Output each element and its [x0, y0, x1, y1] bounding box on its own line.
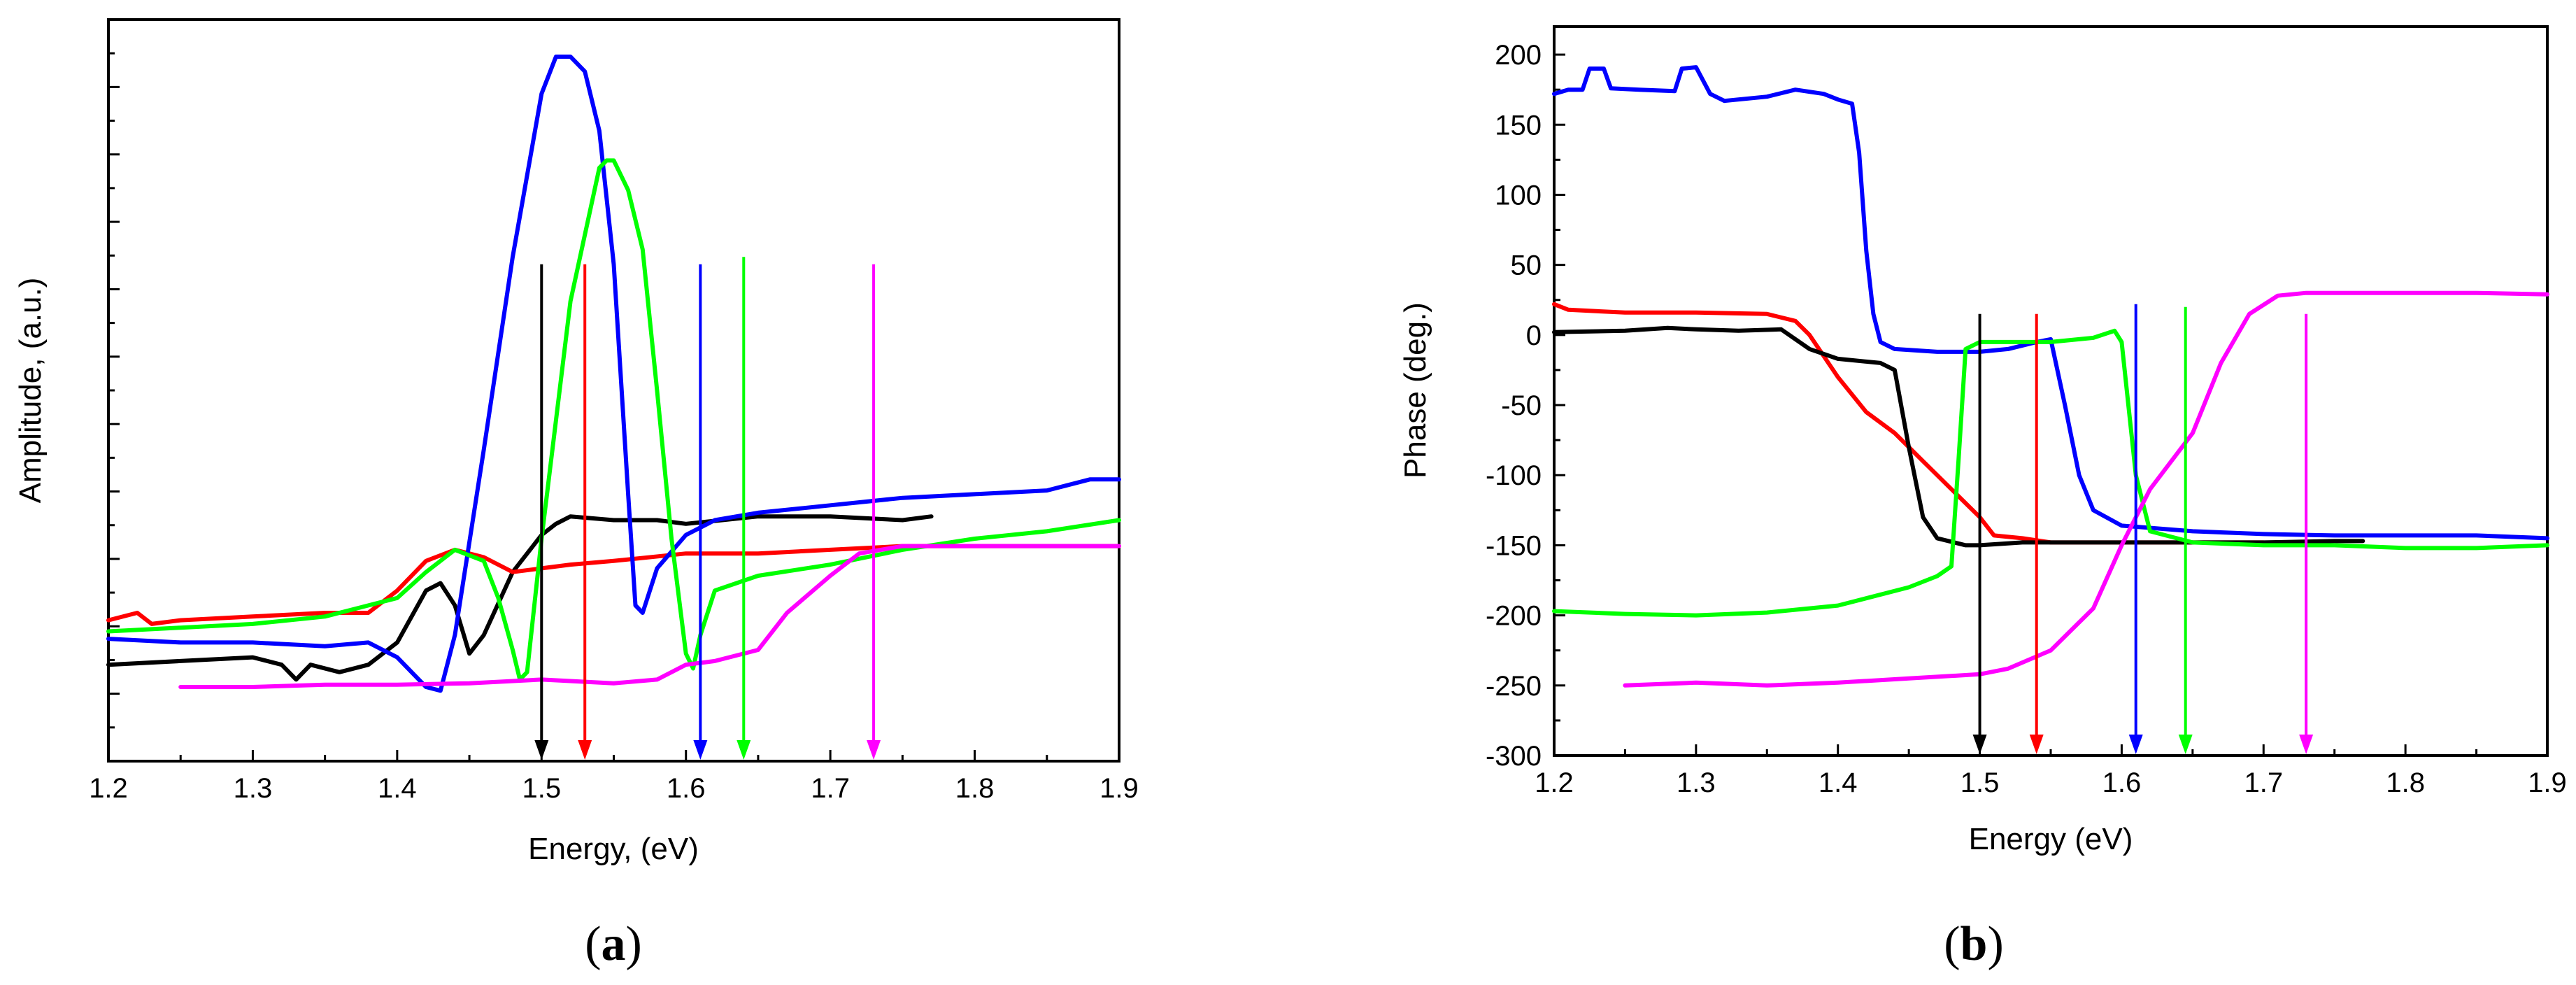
x-tick-label: 1.3	[1677, 767, 1716, 798]
y-tick-label: -300	[1486, 741, 1542, 772]
y-tick-label: -200	[1486, 601, 1542, 632]
series-line-red	[106, 544, 1121, 626]
x-tick-label: 1.6	[2102, 767, 2142, 798]
panel-a-label: (a)	[585, 917, 642, 971]
panel-a-markers	[534, 257, 881, 760]
x-tick-label: 1.4	[378, 773, 417, 804]
y-tick-label: 0	[1526, 320, 1542, 351]
panel-b-label-open: (	[1944, 917, 1960, 971]
marker-arrow-head	[1972, 735, 1987, 754]
y-tick-label: 150	[1495, 110, 1542, 141]
series-line-black	[106, 514, 934, 682]
y-tick-label: -50	[1501, 390, 1542, 421]
y-tick-label: 200	[1495, 40, 1542, 71]
series-line-blue	[106, 55, 1121, 693]
panel-b-plot-frame	[1553, 25, 2549, 757]
marker-arrow-head	[2029, 735, 2044, 754]
x-tick-label: 1.8	[955, 773, 995, 804]
panel-a-label-close: )	[626, 917, 642, 971]
panel-a-label-letter: a	[602, 917, 626, 971]
panel-b-markers	[1972, 304, 2314, 754]
panel-b: 1.2 1.3 1.4 1.5 1.6 1.7 1.8 1.9 -300 -250 -200 -15…	[1398, 25, 2567, 971]
panel-a-x-ticks: 1.2 1.3 1.4 1.5 1.6 1.7 1.8 1.9	[89, 750, 1139, 804]
marker-arrow-head	[2178, 735, 2193, 754]
y-tick-label: -250	[1486, 671, 1542, 702]
panel-a-label-open: (	[585, 917, 601, 971]
series-line-red	[1552, 302, 2266, 545]
series-line-green	[106, 158, 1121, 682]
y-tick-label: 100	[1495, 180, 1542, 211]
x-tick-label: 1.3	[234, 773, 273, 804]
x-tick-label: 1.8	[2386, 767, 2425, 798]
panel-b-series	[1552, 65, 2549, 688]
series-line-blue	[1552, 65, 2549, 541]
panel-b-y-ticks: -300 -250 -200 -150 -100 -50 0 50 100 150 200	[1486, 40, 1565, 772]
x-tick-label: 1.2	[1535, 767, 1574, 798]
marker-arrow-head	[867, 740, 881, 760]
panel-b-x-ticks: 1.2 1.3 1.4 1.5 1.6 1.7 1.8 1.9	[1535, 744, 2567, 798]
marker-arrow-head	[534, 740, 549, 760]
y-tick-label: -100	[1486, 460, 1542, 491]
panel-a-plot-frame	[107, 18, 1120, 763]
panel-a-series	[106, 55, 1121, 693]
x-tick-label: 1.9	[2528, 767, 2567, 798]
y-tick-label: -150	[1486, 530, 1542, 561]
panel-b-label-letter: b	[1961, 917, 1988, 971]
panel-b-y-axis-label: Phase (deg.)	[1398, 302, 1432, 479]
panel-a-y-axis-label: Amplitude, (a.u.)	[13, 278, 48, 504]
panel-b-x-axis-label: Energy (eV)	[1969, 822, 2133, 856]
x-tick-label: 1.9	[1100, 773, 1139, 804]
series-line-green	[1552, 328, 2549, 618]
marker-arrow-head	[693, 740, 708, 760]
marker-arrow-head	[2299, 735, 2314, 754]
panel-b-label-close: )	[1987, 917, 2003, 971]
panel-a-x-axis-label: Energy, (eV)	[528, 832, 699, 866]
series-line-black	[1552, 325, 2365, 548]
panel-b-label: (b)	[1944, 917, 2004, 971]
x-tick-label: 1.5	[522, 773, 561, 804]
panel-a: 1.2 1.3 1.4 1.5 1.6 1.7 1.8 1.9 Energy, (eV) Am…	[13, 18, 1139, 971]
panel-a-y-ticks	[108, 52, 120, 729]
y-tick-label: 50	[1511, 250, 1542, 281]
x-tick-label: 1.7	[811, 773, 850, 804]
x-tick-label: 1.4	[1819, 767, 1858, 798]
marker-arrow-head	[736, 740, 751, 760]
x-tick-label: 1.7	[2244, 767, 2283, 798]
x-tick-label: 1.6	[667, 773, 706, 804]
marker-arrow-head	[2128, 735, 2143, 754]
x-tick-label: 1.5	[1961, 767, 2000, 798]
x-tick-label: 1.2	[89, 773, 128, 804]
marker-arrow-head	[578, 740, 592, 760]
